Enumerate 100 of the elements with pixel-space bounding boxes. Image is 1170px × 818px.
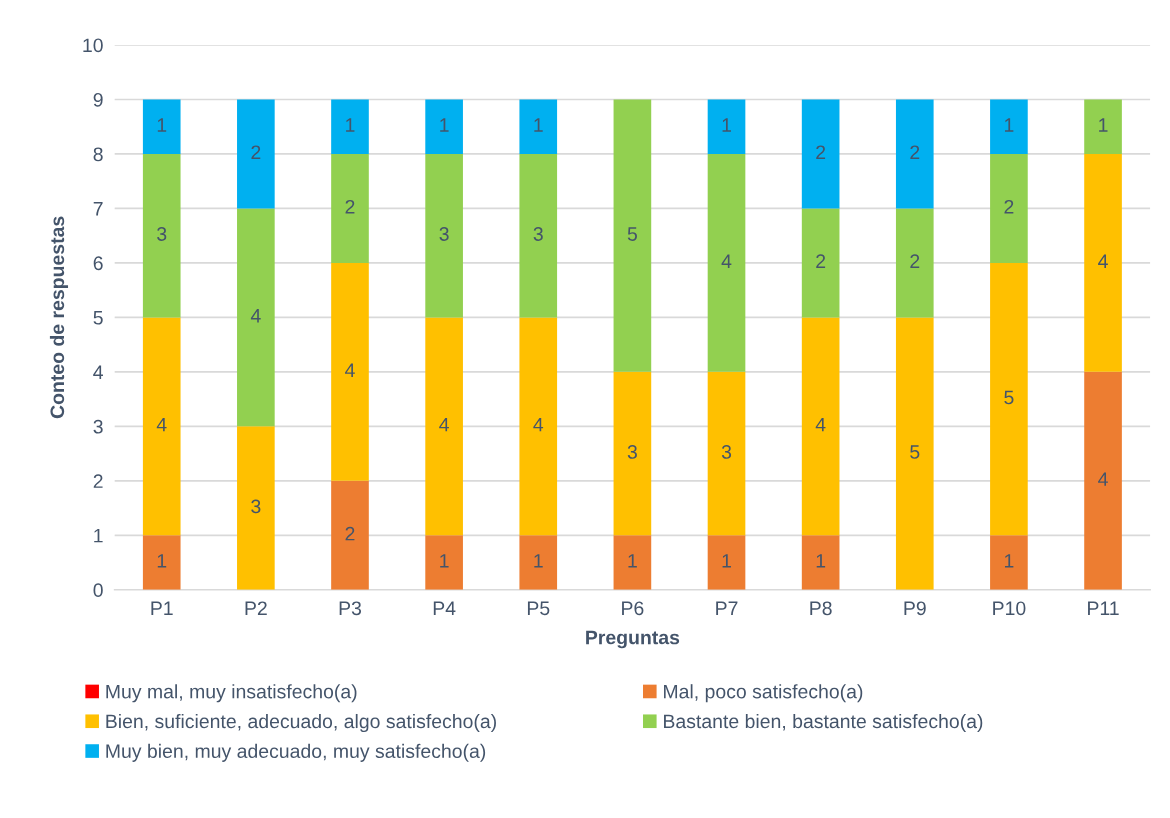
x-tick-label: P10	[993, 601, 1026, 616]
bar	[990, 262, 1028, 536]
x-tick-label: P2	[245, 601, 267, 615]
bar	[801, 99, 840, 209]
y-tick-label: 9	[93, 92, 103, 107]
data-label: 4	[439, 417, 449, 432]
bar	[519, 153, 558, 318]
y-tick-label: 7	[93, 202, 103, 216]
data-label: 1	[157, 554, 167, 568]
bar	[331, 262, 369, 481]
x-tick-label: P9	[904, 601, 926, 616]
bar	[895, 99, 934, 209]
bar	[801, 535, 840, 590]
bar	[519, 535, 558, 590]
y-tick-label: 1	[94, 528, 103, 543]
bar	[142, 153, 181, 318]
data-label: 3	[157, 227, 167, 241]
bar	[613, 371, 652, 536]
bar	[1084, 153, 1122, 372]
data-label: 2	[910, 145, 920, 159]
data-label: 1	[534, 118, 543, 132]
data-label: 1	[816, 554, 826, 568]
data-label: 2	[345, 199, 355, 214]
data-label: 4	[721, 254, 732, 268]
data-label: 1	[722, 554, 731, 568]
y-tick-label: 6	[93, 256, 103, 271]
data-label: 1	[534, 554, 543, 568]
bar	[1084, 371, 1122, 590]
bar	[237, 99, 275, 209]
bar	[142, 99, 181, 154]
legend-label: Bien, suficiente, adecuado, algo satisfecho(a)	[106, 713, 496, 733]
x-tick-label: P3	[339, 601, 362, 616]
data-label: 2	[816, 145, 826, 159]
x-tick-label: P4	[433, 601, 456, 615]
bar	[237, 426, 275, 590]
bar	[331, 153, 369, 263]
bar	[237, 208, 275, 427]
data-label: 5	[627, 227, 637, 241]
legend-label: Bastante bien, bastante satisfecho(a)	[664, 713, 983, 733]
x-tick-label: P7	[716, 601, 738, 615]
data-label: 3	[627, 445, 637, 459]
x-tick-label: P6	[622, 601, 644, 616]
x-tick-label: P1	[151, 601, 173, 615]
data-label: 1	[346, 118, 355, 132]
data-label: 2	[345, 526, 355, 541]
data-label: 4	[815, 417, 826, 432]
data-label: 3	[721, 445, 732, 459]
bar	[1084, 99, 1122, 154]
data-label: 4	[1098, 254, 1108, 268]
data-label: 4	[533, 417, 544, 432]
bar	[990, 535, 1028, 590]
data-label: 3	[533, 227, 543, 241]
data-label: 1	[722, 118, 731, 132]
legend-label: Muy mal, muy insatisfecho(a)	[106, 684, 357, 703]
x-tick-label: P11	[1088, 601, 1119, 615]
data-label: 3	[439, 227, 449, 241]
bar	[990, 99, 1028, 154]
data-label: 5	[1004, 390, 1014, 405]
data-label: 2	[251, 145, 261, 159]
y-tick-label: 0	[93, 583, 103, 598]
bar	[142, 317, 181, 536]
y-tick-label: 8	[93, 147, 103, 162]
data-label: 2	[816, 254, 826, 268]
data-label: 4	[345, 363, 355, 377]
y-tick-label: 5	[93, 311, 103, 325]
data-label: 5	[910, 445, 920, 459]
x-tick-label: P8	[810, 601, 832, 616]
legend-label: Muy bien, muy adecuado, muy satisfecho(a)	[106, 743, 486, 762]
bar	[331, 480, 369, 590]
data-label: 1	[1004, 554, 1014, 568]
bar	[613, 535, 652, 590]
bar	[425, 99, 463, 154]
data-label: 3	[251, 499, 261, 514]
bar	[707, 99, 746, 154]
y-tick-label: 4	[93, 365, 103, 379]
bar	[707, 153, 746, 372]
bar	[425, 535, 463, 590]
bar	[707, 371, 746, 536]
bar	[519, 317, 558, 536]
y-tick-label: 2	[93, 474, 103, 488]
data-label: 4	[250, 309, 261, 323]
data-label: 4	[156, 417, 167, 432]
x-tick-label: P5	[527, 601, 550, 616]
y-tick-label: 3	[93, 419, 103, 434]
legend-label: Mal, poco satisfecho(a)	[664, 684, 863, 703]
bar	[895, 208, 934, 318]
data-label: 1	[440, 118, 449, 132]
bar	[613, 99, 652, 372]
x-axis-title: Preguntas	[586, 630, 680, 649]
bar	[801, 317, 840, 536]
data-label: 4	[1098, 472, 1108, 486]
bar	[331, 99, 369, 154]
bar	[707, 535, 746, 590]
bar	[142, 535, 181, 590]
data-label: 2	[910, 254, 920, 268]
bar	[425, 317, 463, 536]
data-label: 1	[440, 554, 449, 568]
data-label: 2	[1004, 199, 1014, 214]
data-label: 1	[1099, 118, 1108, 132]
y-axis-title: Conteo de respuestas	[49, 216, 69, 419]
